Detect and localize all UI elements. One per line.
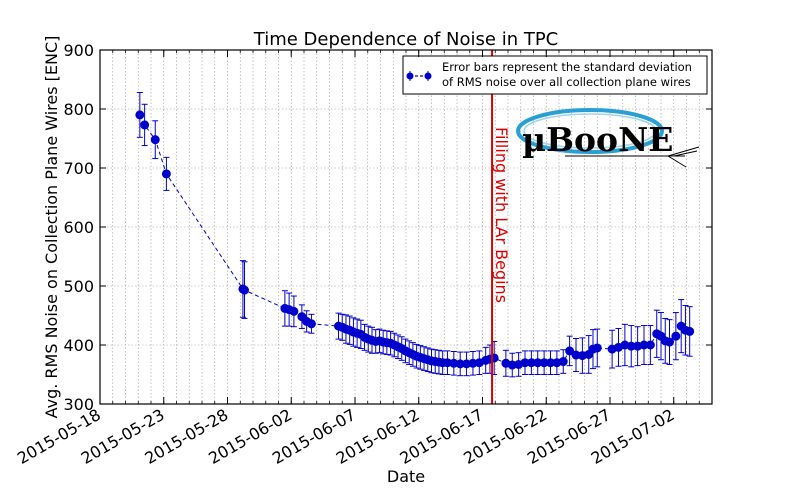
data-marker [645,340,655,350]
data-point [140,103,150,147]
data-point [468,350,478,376]
data-point [592,328,602,368]
data-point [289,295,299,328]
legend-marker-icon [406,71,432,81]
y-tick-label: 500 [63,277,94,296]
data-point [514,352,524,377]
data-marker [558,357,568,367]
legend: Error bars represent the standard deviat… [402,55,708,95]
x-axis-label: Date [387,467,425,486]
data-point [558,349,568,374]
data-marker [289,306,299,316]
data-point [507,352,517,378]
data-marker [665,337,674,347]
data-point [150,120,160,160]
y-tick-label: 600 [63,218,94,237]
data-marker [306,319,316,329]
data-marker [150,135,160,145]
data-marker [161,169,171,179]
data-marker [671,331,681,341]
microboone-logo: µBooNE [516,108,700,168]
y-tick-label: 900 [63,41,94,60]
data-marker [592,343,602,353]
data-point [671,312,681,361]
data-point [306,313,316,334]
filling-start-label: Filling with LAr Begins [492,127,511,303]
data-marker [140,120,150,130]
data-point [442,350,452,375]
data-series [135,91,695,378]
legend-text-line1: Error bars represent the standard deviat… [442,60,692,74]
data-point [565,335,575,367]
data-point [685,306,695,357]
data-point [645,325,655,365]
y-axis-label: Avg. RMS Noise on Collection Plane Wires… [42,36,61,419]
data-marker [685,326,695,336]
data-marker [240,285,249,295]
data-point [455,351,465,377]
data-point [135,91,145,138]
legend-box [402,55,708,95]
data-point [665,319,674,365]
data-point [161,156,171,191]
data-marker [565,346,575,356]
y-tick-label: 400 [63,336,94,355]
legend-text-line2: of RMS noise over all collection plane w… [442,75,691,89]
data-point [240,261,249,319]
data-point [546,350,555,375]
logo-text: µBooNE [522,120,673,159]
data-point [533,350,543,375]
y-tick-label: 300 [63,395,94,414]
y-tick-label: 800 [63,100,94,119]
data-point [552,350,562,375]
y-tick-label: 700 [63,159,94,178]
data-marker [135,110,145,120]
chart-title: Time Dependence of Noise in TPC [253,29,559,50]
